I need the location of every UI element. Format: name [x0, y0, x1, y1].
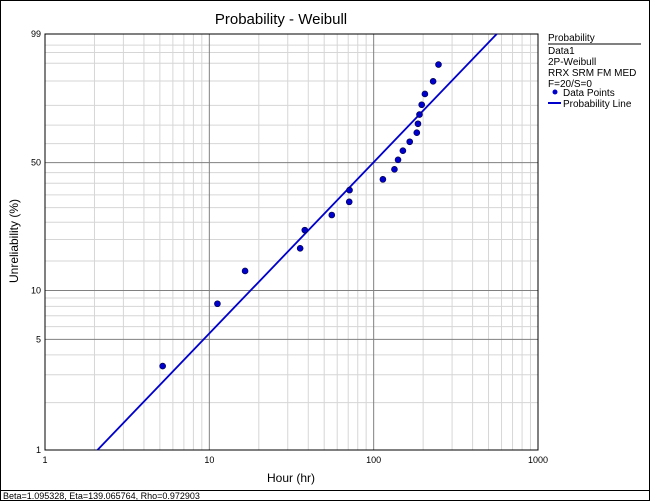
data-point [328, 211, 336, 219]
data-point [345, 198, 353, 206]
y-tick-label: 10 [31, 285, 41, 295]
data-point [214, 300, 221, 308]
legend-line-dataset: Data1 [548, 46, 575, 57]
data-point [416, 111, 423, 118]
x-tick-label: 100 [366, 455, 381, 465]
probability-line [96, 33, 498, 451]
data-point [394, 156, 402, 164]
y-axis-label: Unreliability (%) [7, 199, 21, 283]
legend-line-counts: F=20/S=0 [548, 79, 592, 90]
data-points-layer [159, 61, 442, 370]
x-axis-label: Hour (hr) [267, 471, 315, 485]
data-point [391, 166, 398, 173]
x-tick-label: 10 [204, 455, 214, 465]
data-point [413, 129, 421, 137]
data-point [421, 90, 429, 98]
legend-data-points-label: Data Points [563, 88, 615, 99]
data-point [346, 186, 353, 194]
x-tick-label: 1 [42, 455, 47, 465]
data-point [399, 147, 407, 155]
weibull-probability-chart: 1 10 100 1000 1 5 10 50 99 Probability - Weibul… [1, 1, 649, 490]
legend-line-method: RRX SRM FM MED [548, 68, 636, 79]
legend-probability-line-label: Probability Line [563, 99, 632, 110]
fit-parameters-footer: Beta=1.095328, Eta=139.065764, Rho=0.972… [1, 490, 650, 501]
data-point [406, 138, 414, 146]
y-tick-label: 1 [36, 445, 41, 455]
probability-line-layer [96, 33, 498, 451]
data-point [159, 362, 166, 370]
y-axis-ticks: 1 5 10 50 99 [31, 29, 41, 455]
data-point [296, 245, 304, 252]
data-point [429, 78, 437, 85]
data-point [241, 267, 249, 275]
y-tick-label: 99 [31, 29, 41, 39]
data-point [301, 226, 309, 234]
data-point [418, 101, 425, 109]
plot-area [44, 33, 539, 451]
data-point [379, 176, 387, 183]
legend-data-points-marker [552, 89, 558, 95]
data-point [414, 120, 422, 128]
legend: Probability Data1 2P-Weibull RRX SRM FM … [548, 33, 641, 110]
minor-gridlines [45, 34, 538, 450]
y-tick-label: 50 [31, 158, 41, 168]
chart-title: Probability - Weibull [215, 11, 347, 28]
legend-line-model: 2P-Weibull [548, 57, 596, 68]
legend-title: Probability [548, 33, 595, 44]
x-axis-ticks: 1 10 100 1000 [42, 455, 548, 465]
data-point [435, 61, 442, 68]
y-tick-label: 5 [36, 334, 41, 344]
x-tick-label: 1000 [528, 455, 548, 465]
